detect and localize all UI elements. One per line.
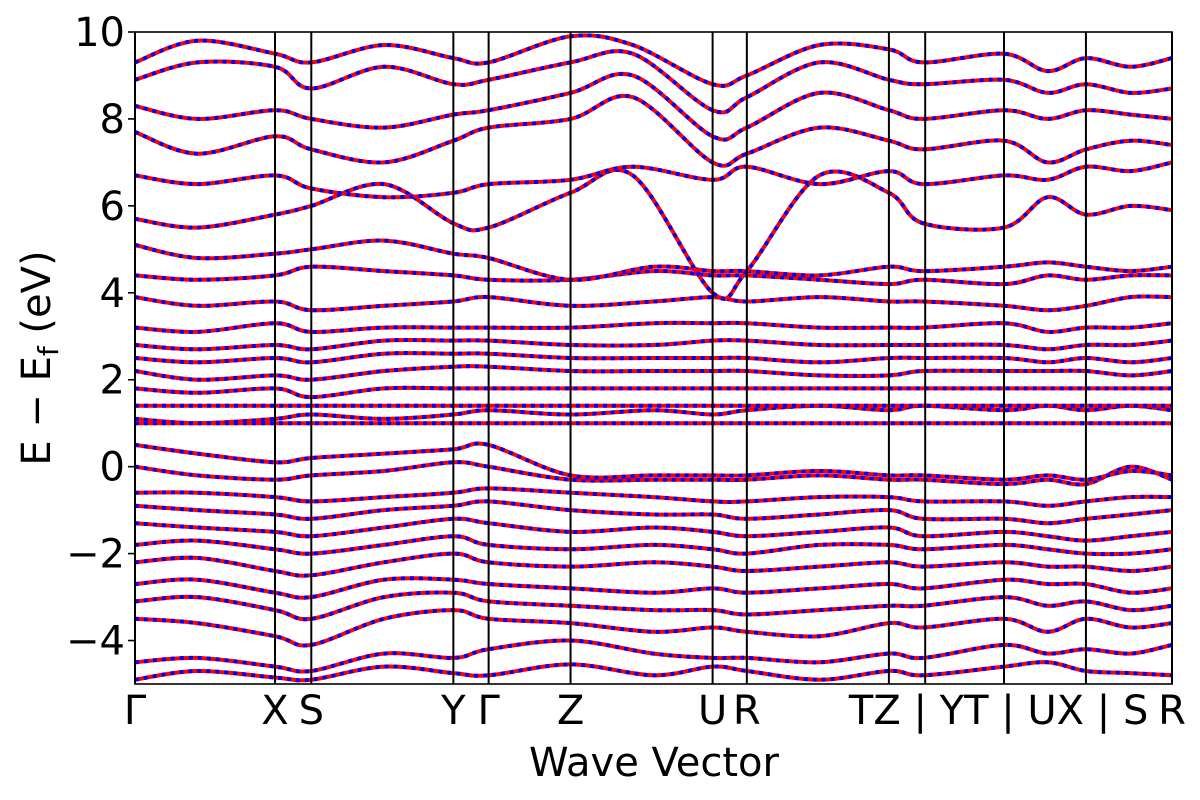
x-tick-label-9: R	[1158, 688, 1186, 734]
x-tick-label-0: Γ	[124, 688, 147, 734]
band-fit-6	[135, 534, 1172, 557]
plot-frame	[134, 31, 1173, 685]
band-fit-7	[135, 516, 1172, 543]
y-axis-label-unit: (eV)	[14, 250, 60, 346]
y-tick-label-7: 10	[74, 10, 125, 56]
band-dft-24	[135, 160, 1172, 200]
x-tick-label-1: X	[261, 688, 288, 734]
y-tick-label-4: 4	[100, 271, 125, 317]
band-fit-17	[135, 351, 1172, 365]
y-axis-label-subscript: f	[32, 345, 65, 356]
band-dft-23	[135, 168, 1172, 301]
y-tick-label-2: 0	[100, 445, 125, 491]
x-tick-label-2: S	[299, 688, 324, 734]
band-lines	[135, 33, 1172, 683]
y-axis-ticks: −4 −2 0 2 4 6 8 10	[66, 10, 135, 665]
band-fit-4	[135, 576, 1172, 600]
y-tick-label-0: −4	[66, 619, 125, 665]
x-tick-label-7: R	[733, 688, 761, 734]
x-tick-label-6: U	[698, 688, 727, 734]
band-fit-10	[135, 460, 1172, 487]
band-dft-7	[135, 516, 1172, 543]
y-axis-label-main: E − E	[14, 356, 60, 466]
band-fit-22	[135, 238, 1172, 282]
y-axis-label: E − Ef (eV)	[14, 250, 65, 465]
band-fit-20	[135, 294, 1172, 313]
band-fit-21	[135, 264, 1172, 287]
band-fit-26	[135, 71, 1172, 142]
band-fit-16	[135, 364, 1172, 382]
x-tick-label-8: TZ | YT | UX | S	[848, 688, 1148, 734]
y-tick-label-3: 2	[100, 358, 125, 404]
band-fit-15	[135, 385, 1172, 400]
x-tick-label-3: Y	[440, 688, 466, 734]
band-dft-22	[135, 238, 1172, 282]
band-fit-5	[135, 551, 1172, 578]
y-tick-label-1: −2	[66, 532, 125, 578]
band-fit-18	[135, 337, 1172, 352]
band-fit-8	[135, 499, 1172, 526]
x-tick-label-5: Z	[557, 688, 584, 734]
band-dft-10	[135, 460, 1172, 487]
band-fit-27	[135, 49, 1172, 115]
x-tick-label-4: Γ	[477, 688, 500, 734]
y-tick-label-6: 8	[100, 97, 125, 143]
band-fit-19	[135, 320, 1172, 334]
band-fit-23	[135, 168, 1172, 301]
band-fit-9	[135, 486, 1172, 508]
band-dft-25	[135, 93, 1172, 168]
x-axis-label: Wave Vector	[529, 740, 780, 786]
band-fit-1	[135, 638, 1172, 674]
band-fit-3	[135, 590, 1172, 622]
band-fit-25	[135, 93, 1172, 168]
band-fit-0	[135, 660, 1172, 683]
y-tick-label-5: 6	[100, 184, 125, 230]
